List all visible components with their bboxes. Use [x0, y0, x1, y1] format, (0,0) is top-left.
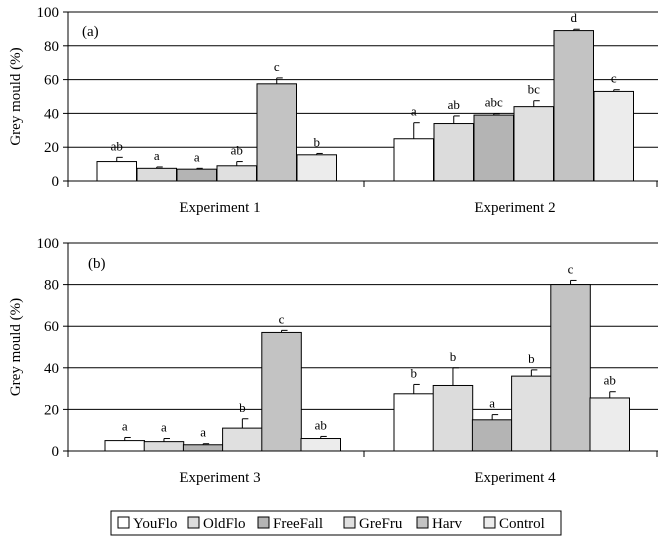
y-tick-label: 100 [37, 236, 60, 252]
significance-label: c [611, 71, 617, 86]
significance-label: a [122, 418, 128, 433]
category-label: Experiment 4 [474, 470, 556, 486]
panel-label: (a) [82, 24, 99, 40]
significance-label: a [154, 148, 160, 163]
bar [104, 440, 145, 452]
bar [261, 331, 302, 452]
significance-label: c [274, 59, 280, 74]
y-axis-label: Grey mould (%) [8, 298, 24, 396]
category-label: Experiment 3 [179, 470, 260, 486]
significance-label: a [411, 104, 417, 119]
legend-swatch [343, 516, 356, 529]
legend-swatch [416, 516, 429, 529]
legend-label: Control [499, 516, 545, 532]
significance-label: ab [604, 373, 616, 388]
legend-swatch [187, 516, 200, 529]
significance-label: d [571, 10, 578, 25]
y-tick-label: 0 [52, 174, 60, 190]
y-axis-label: Grey mould (%) [8, 47, 24, 145]
bar [256, 83, 297, 182]
significance-label: a [161, 420, 167, 435]
significance-label: b [239, 400, 246, 415]
significance-label: ab [231, 143, 243, 158]
significance-label: c [279, 311, 285, 326]
significance-label: b [314, 134, 321, 149]
bar [473, 114, 514, 182]
significance-label: bc [528, 82, 541, 97]
legend-label: OldFlo [203, 516, 246, 532]
panel-label: (b) [88, 256, 106, 272]
bar [433, 123, 474, 182]
y-tick-label: 60 [44, 73, 59, 89]
bar [182, 444, 224, 452]
bar [511, 375, 552, 452]
y-tick-label: 40 [44, 361, 59, 377]
bar [550, 284, 591, 452]
y-tick-label: 40 [44, 106, 59, 122]
chart-panel-1: 0 20 40 60 80 100 Grey mould (%) (a) Experiment … [8, 5, 658, 216]
significance-label: b [528, 351, 535, 366]
bar [143, 441, 185, 452]
chart-panel-2: 0 20 40 60 80 100 Grey mould (%) (b) Experiment … [8, 236, 658, 486]
y-tick-label: 20 [44, 140, 59, 156]
bar [296, 154, 337, 182]
significance-label: ab [448, 97, 460, 112]
y-tick-label: 20 [44, 402, 59, 418]
significance-label: ab [315, 417, 327, 432]
legend: YouFlo OldFlo FreeFall GreFru Harv Control [110, 510, 562, 536]
y-tick-label: 60 [44, 319, 59, 335]
legend-label: YouFlo [133, 516, 177, 532]
y-tick-label: 0 [52, 444, 60, 460]
significance-label: a [194, 149, 200, 164]
legend-label: FreeFall [273, 516, 323, 532]
significance-label: a [489, 396, 495, 411]
significance-label: a [200, 425, 206, 440]
significance-label: ab [111, 138, 123, 153]
bar [393, 393, 434, 452]
significance-label: b [450, 349, 457, 364]
bar [393, 138, 434, 182]
bar [471, 419, 513, 452]
bar [222, 427, 263, 452]
bar [136, 167, 177, 182]
legend-label: GreFru [359, 516, 403, 532]
category-label: Experiment 1 [179, 200, 260, 216]
y-tick-label: 80 [44, 39, 59, 55]
category-label: Experiment 2 [474, 200, 555, 216]
legend-swatch [117, 516, 130, 529]
legend-label: Harv [432, 516, 462, 532]
legend-swatch [257, 516, 270, 529]
bar [589, 397, 630, 452]
significance-label: c [568, 261, 574, 276]
bar [593, 90, 634, 182]
significance-label: b [411, 365, 418, 380]
bar [432, 384, 474, 452]
y-tick-label: 80 [44, 278, 59, 294]
bar [176, 168, 217, 182]
significance-label: abc [485, 95, 503, 110]
legend-swatch [483, 516, 496, 529]
bar [96, 161, 137, 182]
bar [513, 106, 554, 182]
bar [300, 438, 341, 452]
y-tick-label: 100 [37, 5, 60, 21]
bar [216, 165, 257, 182]
bar [553, 30, 594, 182]
